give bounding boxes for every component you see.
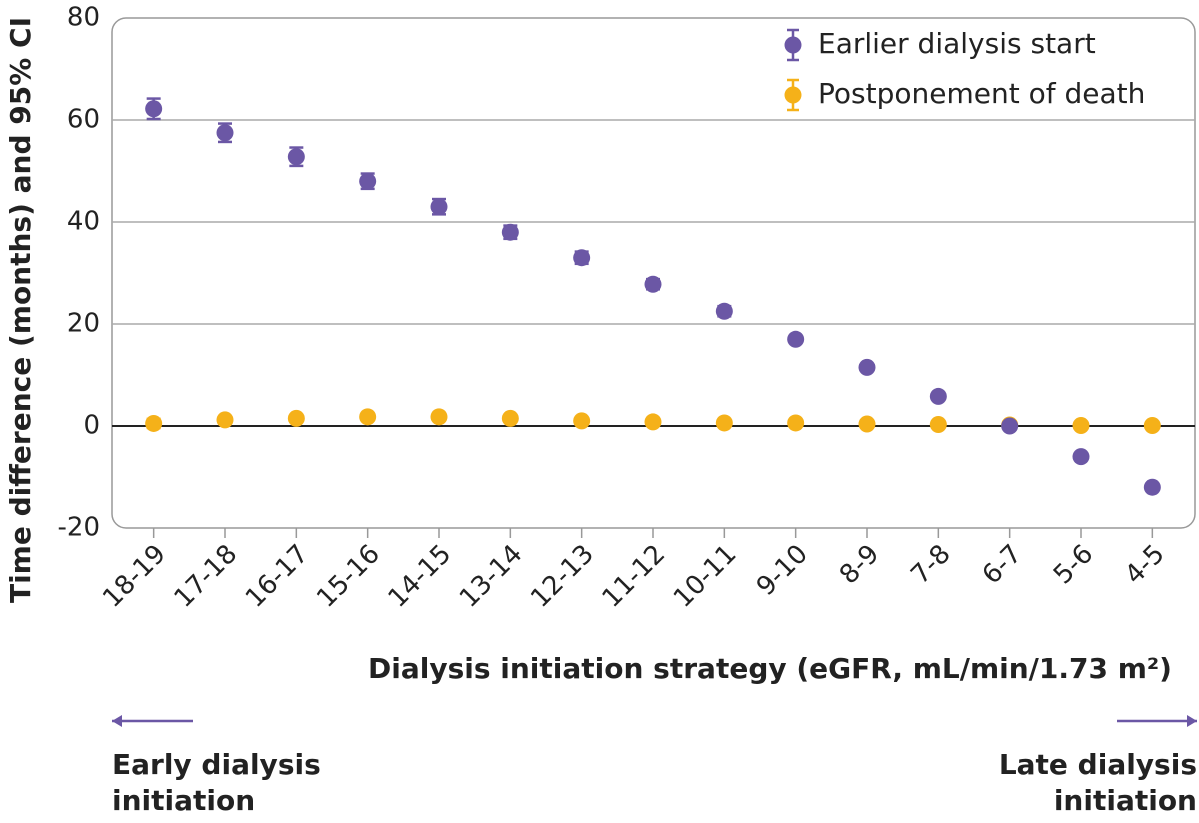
point: [1001, 417, 1019, 435]
y-tick-label: 20: [67, 309, 100, 339]
legend-label: Earlier dialysis start: [818, 27, 1096, 60]
x-tick-label: 11-12: [597, 539, 672, 614]
point: [1072, 448, 1090, 466]
legend-marker: [784, 86, 802, 104]
point: [715, 414, 733, 432]
point: [1072, 416, 1090, 434]
y-tick-label: 0: [83, 411, 100, 441]
point: [573, 249, 591, 267]
arrow-head: [1187, 715, 1197, 727]
point: [787, 330, 805, 348]
point: [216, 411, 234, 429]
annotation-text: Early dialysis: [112, 748, 321, 781]
x-tick-label: 13-14: [454, 539, 529, 614]
x-tick-label: 15-16: [311, 539, 386, 614]
y-tick-label: 60: [67, 105, 100, 135]
point: [216, 124, 234, 142]
point: [644, 413, 662, 431]
x-tick-label: 5-6: [1048, 539, 1099, 590]
point: [858, 358, 876, 376]
x-tick-label: 17-18: [169, 539, 244, 614]
legend-marker: [784, 36, 802, 54]
legend-label: Postponement of death: [818, 77, 1145, 110]
annotation-text: Late dialysis: [999, 748, 1197, 781]
point: [287, 148, 305, 166]
y-axis-title: Time difference (months) and 95% CI: [4, 17, 37, 603]
point: [929, 415, 947, 433]
point: [430, 198, 448, 216]
x-tick-label: 12-13: [525, 539, 600, 614]
point: [715, 302, 733, 320]
x-tick-label: 7-8: [905, 539, 956, 590]
x-tick-label: 6-7: [977, 539, 1028, 590]
point: [501, 223, 519, 241]
x-axis-title: Dialysis initiation strategy (eGFR, mL/m…: [368, 652, 1172, 685]
point: [858, 415, 876, 433]
x-tick-label: 4-5: [1119, 539, 1170, 590]
point: [1143, 416, 1161, 434]
y-tick-label: 80: [67, 3, 100, 33]
point: [644, 275, 662, 293]
point: [287, 409, 305, 427]
point: [145, 100, 163, 118]
annotation-text: initiation: [112, 784, 255, 817]
x-tick-label: 16-17: [240, 539, 315, 614]
point: [430, 408, 448, 426]
point: [573, 412, 591, 430]
y-tick-label: -20: [58, 513, 100, 543]
point: [359, 172, 377, 190]
point: [929, 387, 947, 405]
point: [359, 408, 377, 426]
x-tick-label: 14-15: [383, 539, 458, 614]
point: [1143, 478, 1161, 496]
arrow-head: [112, 715, 122, 727]
x-tick-label: 10-11: [668, 539, 743, 614]
y-tick-label: 40: [67, 207, 100, 237]
point: [501, 409, 519, 427]
point: [787, 414, 805, 432]
point: [145, 414, 163, 432]
x-tick-label: 18-19: [97, 539, 172, 614]
x-tick-label: 9-10: [751, 539, 814, 602]
x-tick-label: 8-9: [834, 539, 885, 590]
annotation-text: initiation: [1054, 784, 1197, 817]
